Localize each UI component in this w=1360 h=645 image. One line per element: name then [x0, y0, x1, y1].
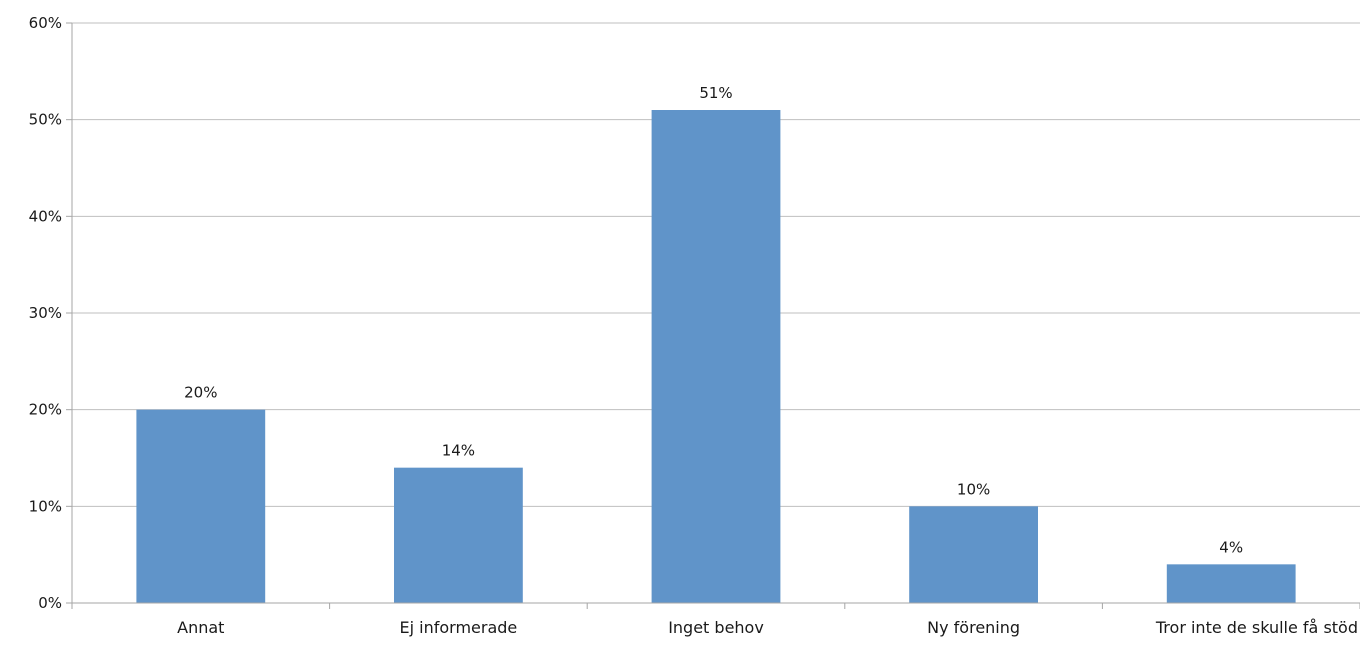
bar [394, 467, 523, 603]
bar [909, 506, 1038, 603]
bar [651, 110, 781, 603]
y-tick-label: 10% [29, 497, 62, 515]
y-tick-label: 60% [29, 14, 62, 32]
y-tick-label: 30% [29, 304, 62, 322]
y-tick-label: 0% [38, 594, 62, 612]
category-label: Annat [177, 618, 224, 637]
y-tick-label: 20% [29, 401, 62, 419]
category-label: Ny förening [927, 618, 1020, 637]
category-label: Ej informerade [400, 618, 518, 637]
bars [136, 110, 1296, 603]
data-label: 10% [957, 480, 990, 498]
bar [136, 409, 266, 603]
y-tick-label: 40% [29, 207, 62, 225]
y-tick-label: 50% [29, 111, 62, 129]
bar [1166, 564, 1296, 603]
data-label: 4% [1219, 538, 1243, 556]
axes [66, 22, 1360, 609]
data-label: 20% [184, 384, 217, 402]
category-label: Tror inte de skulle få stöd [1155, 618, 1358, 637]
data-label: 14% [442, 442, 475, 460]
labels: 0% 10% 20% 30% 40% 50% 60% 20% Annat 14% Ej inform… [29, 14, 1358, 637]
data-label: 51% [699, 84, 732, 102]
category-label: Inget behov [668, 618, 764, 637]
